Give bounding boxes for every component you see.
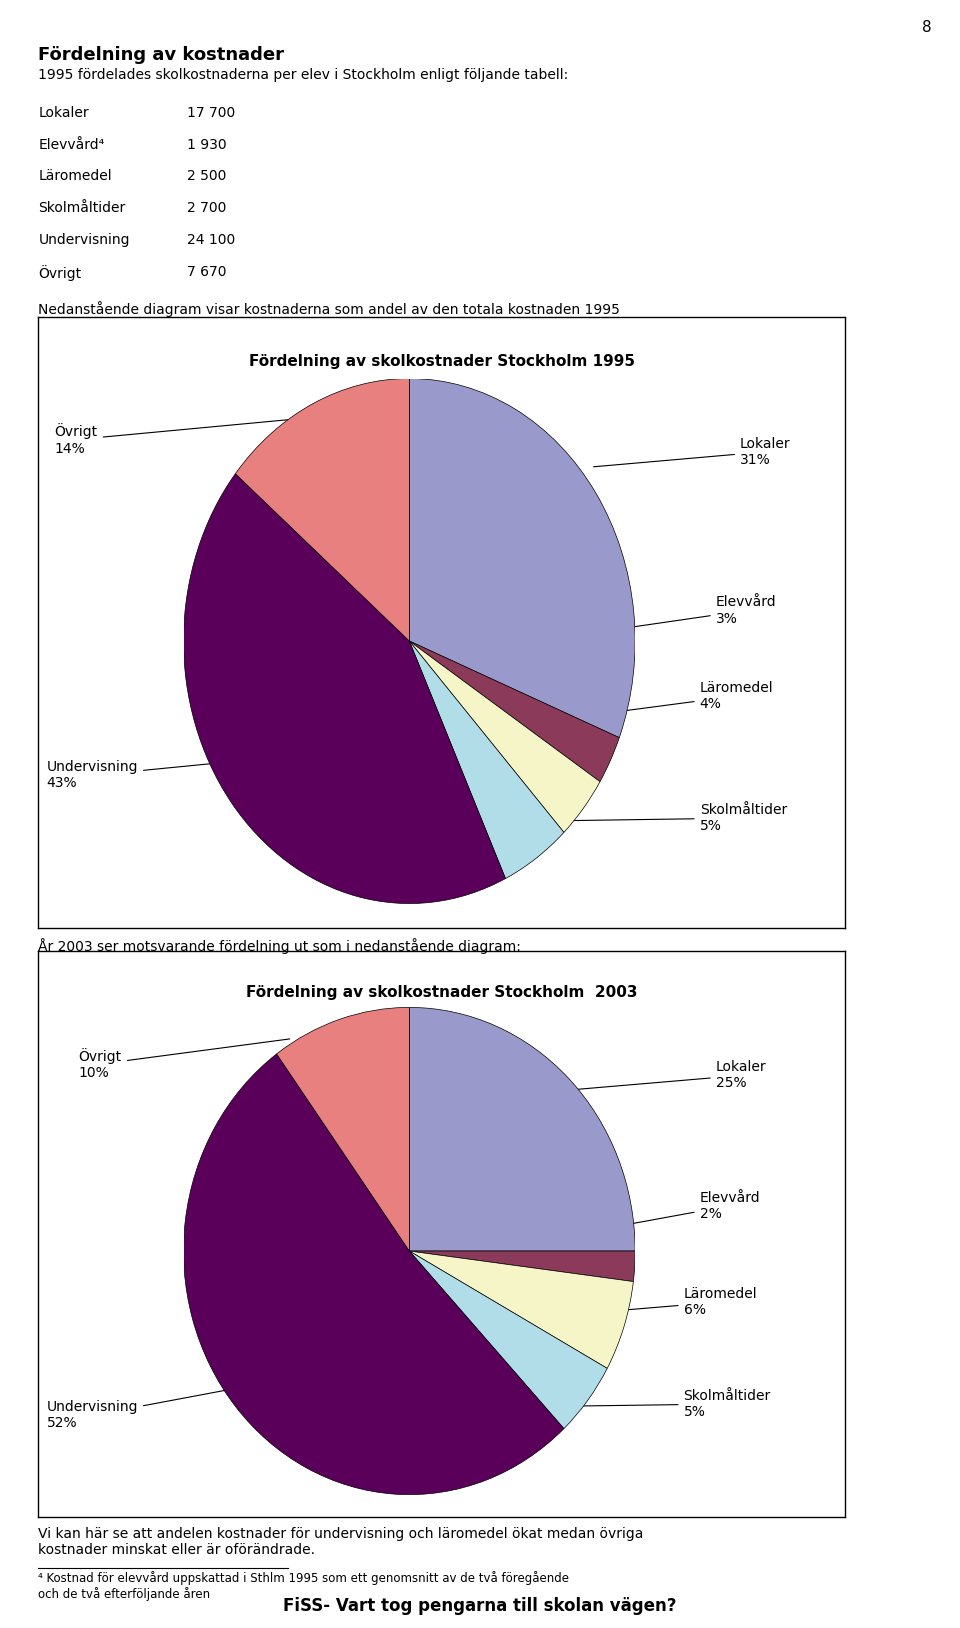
Wedge shape (409, 1250, 608, 1429)
Text: Övrigt
10%: Övrigt 10% (79, 1039, 290, 1079)
Text: Läromedel
4%: Läromedel 4% (577, 681, 773, 716)
Text: Läromedel: Läromedel (38, 169, 112, 184)
Text: Lokaler
31%: Lokaler 31% (593, 436, 791, 467)
Text: 1995 fördelades skolkostnaderna per elev i Stockholm enligt följande tabell:: 1995 fördelades skolkostnaderna per elev… (38, 68, 568, 83)
Text: Fördelning av skolkostnader Stockholm  2003: Fördelning av skolkostnader Stockholm 20… (246, 985, 637, 1000)
Wedge shape (235, 379, 409, 641)
Text: Övrigt: Övrigt (38, 264, 82, 280)
Text: 17 700: 17 700 (187, 106, 235, 120)
Text: Elevvård⁴: Elevvård⁴ (38, 137, 105, 151)
Text: Undervisning
43%: Undervisning 43% (46, 760, 246, 791)
Text: Nedanstående diagram visar kostnaderna som andel av den totala kostnaden 1995: Nedanstående diagram visar kostnaderna s… (38, 301, 620, 317)
Wedge shape (409, 641, 600, 832)
Wedge shape (183, 474, 506, 904)
Text: Fördelning av kostnader: Fördelning av kostnader (38, 46, 284, 63)
Text: ⁴ Kostnad för elevvård uppskattad i Sthlm 1995 som ett genomsnitt av de två före: ⁴ Kostnad för elevvård uppskattad i Sthl… (38, 1571, 569, 1602)
Text: Elevvård
3%: Elevvård 3% (602, 596, 777, 632)
Text: 1 930: 1 930 (187, 137, 227, 151)
Text: Skolmåltider: Skolmåltider (38, 202, 126, 215)
Text: Lokaler: Lokaler (38, 106, 89, 120)
Wedge shape (183, 1053, 564, 1495)
Text: Undervisning
52%: Undervisning 52% (46, 1390, 226, 1431)
Wedge shape (409, 1008, 636, 1250)
Text: Övrigt
14%: Övrigt 14% (55, 418, 301, 456)
Text: År 2003 ser motsvarande fördelning ut som i nedanstående diagram:: År 2003 ser motsvarande fördelning ut so… (38, 938, 521, 954)
Text: Vi kan här se att andelen kostnader för undervisning och läromedel ökat medan öv: Vi kan här se att andelen kostnader för … (38, 1527, 644, 1558)
Text: Undervisning: Undervisning (38, 233, 130, 247)
Text: 8: 8 (922, 20, 931, 34)
Wedge shape (409, 641, 564, 879)
Text: 2 500: 2 500 (187, 169, 227, 184)
Wedge shape (409, 379, 636, 737)
Text: FiSS- Vart tog pengarna till skolan vägen?: FiSS- Vart tog pengarna till skolan väge… (283, 1597, 677, 1615)
Wedge shape (409, 1250, 634, 1369)
Wedge shape (276, 1008, 409, 1250)
Text: 7 670: 7 670 (187, 264, 227, 278)
Text: Fördelning av skolkostnader Stockholm 1995: Fördelning av skolkostnader Stockholm 19… (249, 355, 635, 370)
Text: Läromedel
6%: Läromedel 6% (553, 1286, 757, 1317)
Text: Skolmåltider
5%: Skolmåltider 5% (521, 1389, 771, 1420)
Text: 2 700: 2 700 (187, 202, 227, 215)
Wedge shape (409, 1250, 636, 1281)
Text: Elevvård
2%: Elevvård 2% (593, 1190, 760, 1231)
Text: 24 100: 24 100 (187, 233, 235, 247)
Text: Lokaler
25%: Lokaler 25% (577, 1060, 766, 1091)
Text: Skolmåltider
5%: Skolmåltider 5% (537, 803, 787, 834)
Wedge shape (409, 641, 619, 781)
